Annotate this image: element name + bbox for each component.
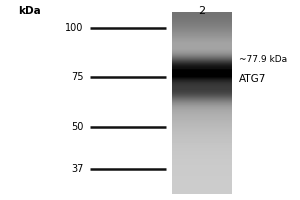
Text: 100: 100 bbox=[65, 23, 83, 33]
Text: ATG7: ATG7 bbox=[239, 74, 266, 84]
Text: ~77.9 kDa: ~77.9 kDa bbox=[239, 55, 287, 64]
Text: 50: 50 bbox=[71, 122, 83, 132]
Text: 75: 75 bbox=[71, 72, 83, 82]
Text: kDa: kDa bbox=[19, 6, 41, 16]
Text: 2: 2 bbox=[198, 6, 205, 16]
Text: 37: 37 bbox=[71, 164, 83, 174]
